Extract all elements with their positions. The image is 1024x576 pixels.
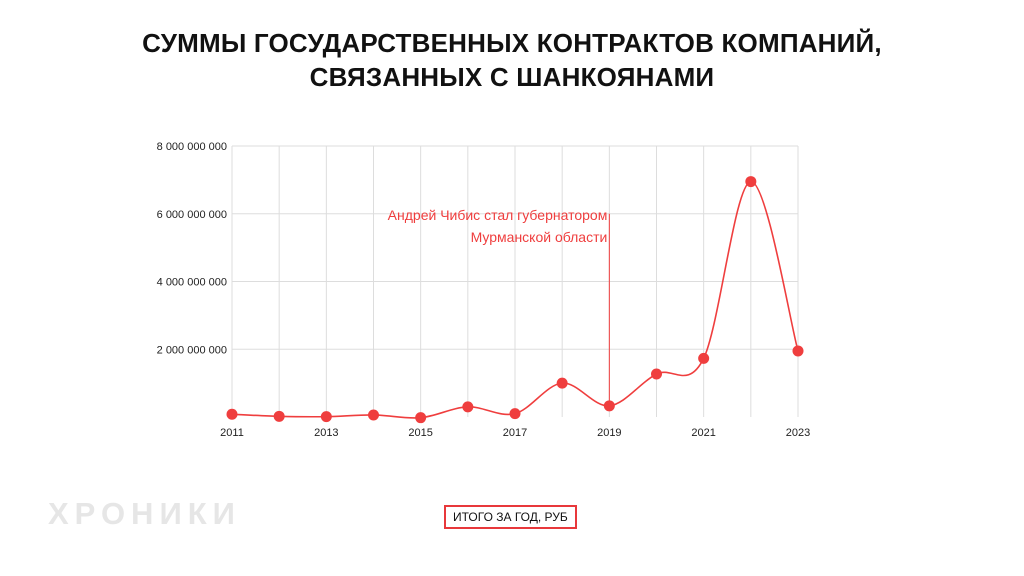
data-series xyxy=(226,176,804,424)
data-point xyxy=(368,409,379,421)
x-tick-label: 2011 xyxy=(220,427,244,439)
x-tick-label: 2023 xyxy=(786,427,810,439)
data-point xyxy=(745,176,757,188)
y-axis-ticks: 8 000 000 000 6 000 000 000 4 000 000 000 2… xyxy=(157,141,227,356)
annotation-text-line-1: Андрей Чибис стал губернатором xyxy=(388,207,608,223)
annotation-text-line-2: Мурманской области xyxy=(471,229,608,245)
y-tick-label: 2 000 000 000 xyxy=(157,344,227,356)
y-tick-label: 8 000 000 000 xyxy=(157,141,227,153)
chart-grid xyxy=(231,145,799,417)
data-point xyxy=(509,408,521,420)
data-point xyxy=(651,368,662,380)
chart-title-line-1: СУММЫ ГОСУДАРСТВЕННЫХ КОНТРАКТОВ КОМПАНИ… xyxy=(142,28,882,58)
x-axis-ticks: 2011 2013 2015 2017 2019 2021 2023 xyxy=(220,427,810,439)
series-line xyxy=(231,180,799,419)
data-point xyxy=(273,410,285,422)
y-tick-label: 4 000 000 000 xyxy=(157,277,227,289)
y-tick-label: 6 000 000 000 xyxy=(157,209,227,221)
x-tick-label: 2015 xyxy=(408,427,432,439)
x-tick-label: 2021 xyxy=(691,427,715,439)
data-point xyxy=(226,408,238,420)
chart-title: СУММЫ ГОСУДАРСТВЕННЫХ КОНТРАКТОВ КОМПАНИ… xyxy=(0,26,1024,94)
data-point xyxy=(462,401,474,413)
x-tick-label: 2019 xyxy=(597,427,621,439)
data-point xyxy=(792,345,804,357)
data-point xyxy=(698,352,710,364)
x-tick-label: 2017 xyxy=(503,427,527,439)
brand-logo: ХРОНИКИ xyxy=(48,496,241,531)
x-tick-label: 2013 xyxy=(314,427,338,439)
data-point xyxy=(415,412,427,424)
annotation: Андрей Чибис стал губернатором Мурманской… xyxy=(388,207,610,406)
legend-entry[interactable]: ИТОГО ЗА ГОД, РУБ xyxy=(444,505,577,529)
chart-title-line-2: СВЯЗАННЫХ С ШАНКОЯНАМИ xyxy=(309,62,715,92)
data-point xyxy=(603,400,615,412)
data-point xyxy=(320,411,332,423)
data-point xyxy=(556,377,568,389)
